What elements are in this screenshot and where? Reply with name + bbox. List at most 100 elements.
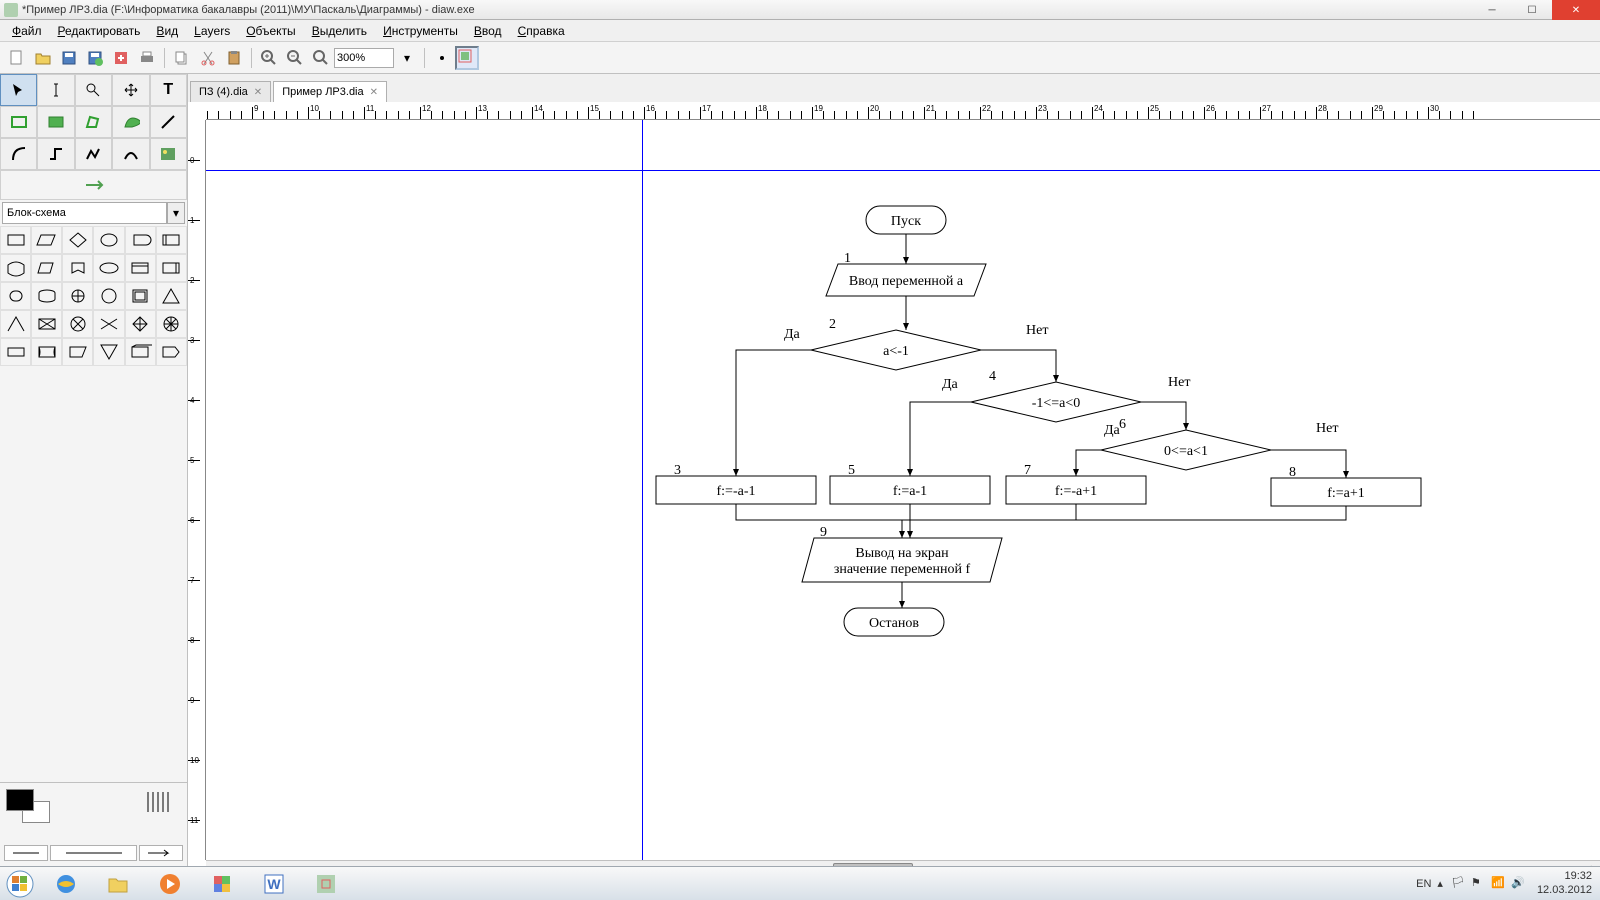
shape-7[interactable] xyxy=(31,254,62,282)
clock[interactable]: 19:32 12.03.2012 xyxy=(1537,870,1592,896)
text-tool[interactable]: T xyxy=(150,74,187,106)
minimize-button[interactable]: ─ xyxy=(1472,0,1512,20)
cut-button[interactable] xyxy=(196,46,220,70)
point-color[interactable] xyxy=(430,46,454,70)
paste-button[interactable] xyxy=(222,46,246,70)
shape-11[interactable] xyxy=(156,254,187,282)
shape-18[interactable] xyxy=(0,310,31,338)
shape-2[interactable] xyxy=(62,226,93,254)
beziergon-tool[interactable] xyxy=(112,106,149,138)
menu-выделить[interactable]: Выделить xyxy=(304,22,375,40)
line-pattern[interactable] xyxy=(143,787,183,820)
save-button[interactable] xyxy=(57,46,81,70)
arc-tool[interactable] xyxy=(0,138,37,170)
volume-icon[interactable]: 🔊 xyxy=(1511,876,1527,892)
zoom-dropdown[interactable]: ▾ xyxy=(395,46,419,70)
shape-14[interactable] xyxy=(62,282,93,310)
shape-21[interactable] xyxy=(93,310,124,338)
menu-инструменты[interactable]: Инструменты xyxy=(375,22,466,40)
ellipse-tool[interactable] xyxy=(37,106,74,138)
tray-chevron[interactable]: ▴ xyxy=(1437,877,1443,890)
shape-15[interactable] xyxy=(93,282,124,310)
shape-23[interactable] xyxy=(156,310,187,338)
maximize-button[interactable]: ☐ xyxy=(1512,0,1552,20)
bezier-tool[interactable] xyxy=(112,138,149,170)
scroll-tool[interactable] xyxy=(112,74,149,106)
tab[interactable]: ПЗ (4).dia✕ xyxy=(190,81,271,102)
zigzag-tool[interactable] xyxy=(37,138,74,170)
menu-layers[interactable]: Layers xyxy=(186,22,238,40)
shape-24[interactable] xyxy=(0,338,31,366)
shape-26[interactable] xyxy=(62,338,93,366)
shape-8[interactable] xyxy=(62,254,93,282)
zoomin-button[interactable] xyxy=(257,46,281,70)
textedit-tool[interactable] xyxy=(37,74,74,106)
shape-27[interactable] xyxy=(93,338,124,366)
zoom-input[interactable] xyxy=(334,48,394,68)
shape-9[interactable] xyxy=(93,254,124,282)
sheet-input[interactable] xyxy=(2,202,167,224)
flag-icon[interactable]: 🏳 xyxy=(1451,876,1467,892)
shape-3[interactable] xyxy=(93,226,124,254)
canvas[interactable]: ПускВвод переменной a1a<-12-1<=a<040<=a<… xyxy=(206,120,1600,860)
action-icon[interactable]: ⚑ xyxy=(1471,876,1487,892)
menu-вид[interactable]: Вид xyxy=(148,22,186,40)
zoom-button[interactable] xyxy=(309,46,333,70)
close-tab-icon[interactable]: ✕ xyxy=(254,87,262,98)
polygon-tool[interactable] xyxy=(75,106,112,138)
arrow-start[interactable] xyxy=(4,845,48,861)
network-icon[interactable]: 📶 xyxy=(1491,876,1507,892)
shape-4[interactable] xyxy=(125,226,156,254)
start-button[interactable] xyxy=(0,869,40,899)
menu-справка[interactable]: Справка xyxy=(510,22,573,40)
dia-button[interactable] xyxy=(301,869,351,899)
magnify-tool[interactable] xyxy=(75,74,112,106)
fg-bg-swatch[interactable] xyxy=(4,787,54,827)
print-button[interactable] xyxy=(135,46,159,70)
shape-28[interactable] xyxy=(125,338,156,366)
shape-22[interactable] xyxy=(125,310,156,338)
line-style[interactable] xyxy=(50,845,137,861)
shape-1[interactable] xyxy=(31,226,62,254)
copy-button[interactable] xyxy=(170,46,194,70)
saveas-button[interactable] xyxy=(83,46,107,70)
zoomout-button[interactable] xyxy=(283,46,307,70)
flowchart-diagram[interactable]: ПускВвод переменной a1a<-12-1<=a<040<=a<… xyxy=(206,120,1600,820)
shape-6[interactable] xyxy=(0,254,31,282)
sheet-dropdown[interactable]: ▾ xyxy=(167,202,185,224)
pointer-tool[interactable] xyxy=(0,74,37,106)
polyline-tool[interactable] xyxy=(75,138,112,170)
menu-файл[interactable]: Файл xyxy=(4,22,50,40)
sheet-select[interactable]: ▾ xyxy=(2,202,185,224)
arrow-end[interactable] xyxy=(139,845,183,861)
shape-16[interactable] xyxy=(125,282,156,310)
mediaplayer-button[interactable] xyxy=(145,869,195,899)
box-tool[interactable] xyxy=(0,106,37,138)
new-button[interactable] xyxy=(5,46,29,70)
shape-0[interactable] xyxy=(0,226,31,254)
close-tab-icon[interactable]: ✕ xyxy=(370,87,378,98)
shape-12[interactable] xyxy=(0,282,31,310)
shape-19[interactable] xyxy=(31,310,62,338)
image-tool[interactable] xyxy=(150,138,187,170)
close-button[interactable]: ✕ xyxy=(1552,0,1600,20)
shape-13[interactable] xyxy=(31,282,62,310)
export-button[interactable] xyxy=(109,46,133,70)
shape-10[interactable] xyxy=(125,254,156,282)
app1-button[interactable] xyxy=(197,869,247,899)
menu-редактировать[interactable]: Редактировать xyxy=(50,22,149,40)
shape-20[interactable] xyxy=(62,310,93,338)
connector-tool[interactable] xyxy=(0,170,187,200)
explorer-button[interactable] xyxy=(93,869,143,899)
menu-объекты[interactable]: Объекты xyxy=(238,22,304,40)
open-button[interactable] xyxy=(31,46,55,70)
fg-color[interactable] xyxy=(6,789,34,811)
snap-grid-button[interactable] xyxy=(455,46,479,70)
menu-ввод[interactable]: Ввод xyxy=(466,22,510,40)
shape-29[interactable] xyxy=(156,338,187,366)
shape-25[interactable] xyxy=(31,338,62,366)
shape-17[interactable] xyxy=(156,282,187,310)
shape-5[interactable] xyxy=(156,226,187,254)
tab[interactable]: Пример ЛР3.dia✕ xyxy=(273,81,387,102)
word-button[interactable]: W xyxy=(249,869,299,899)
